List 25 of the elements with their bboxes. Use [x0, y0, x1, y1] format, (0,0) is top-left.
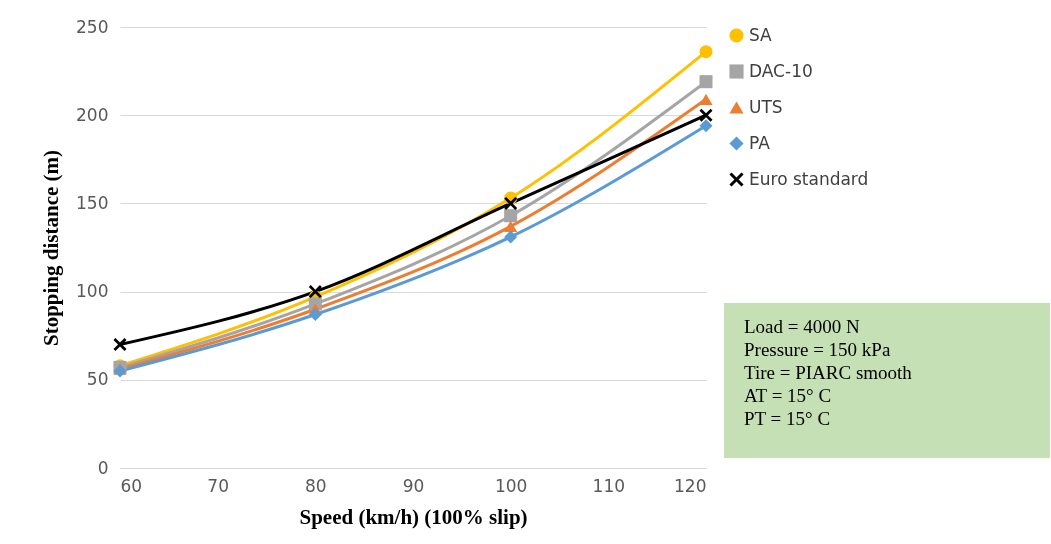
- y-tick-label: 200: [76, 104, 109, 125]
- x-axis-title: Speed (km/h) (100% slip): [299, 504, 528, 529]
- text: PT = 15° C: [744, 407, 832, 430]
- x-tick-label: 100: [494, 475, 528, 496]
- legend-label: DAC-10: [749, 60, 813, 81]
- text: Pressure = 150 kPa: [744, 338, 892, 361]
- legend-label: SA: [749, 24, 773, 45]
- legend-label: PA: [749, 132, 771, 153]
- x-tick-label: 60: [120, 475, 143, 496]
- text: Load = 4000 N: [744, 315, 861, 338]
- y-tick-label: 100: [76, 281, 109, 302]
- text: Tire = PIARC smooth: [744, 361, 913, 384]
- legend-label: UTS: [749, 96, 783, 117]
- x-tick-label: 110: [592, 475, 626, 496]
- text: AT = 15° C: [744, 384, 833, 407]
- x-tick-label: 70: [207, 475, 229, 496]
- y-tick-label: 50: [86, 369, 109, 390]
- x-tick-label: 90: [402, 475, 425, 496]
- legend-label: Euro standard: [749, 168, 869, 189]
- y-tick-label: 0: [97, 457, 109, 478]
- y-tick-label: 250: [76, 16, 109, 37]
- x-tick-label: 80: [305, 475, 327, 496]
- y-tick-label: 150: [76, 192, 109, 213]
- x-tick-label: 120: [674, 475, 707, 496]
- y-axis-title: Stopping distance (m): [39, 149, 64, 347]
